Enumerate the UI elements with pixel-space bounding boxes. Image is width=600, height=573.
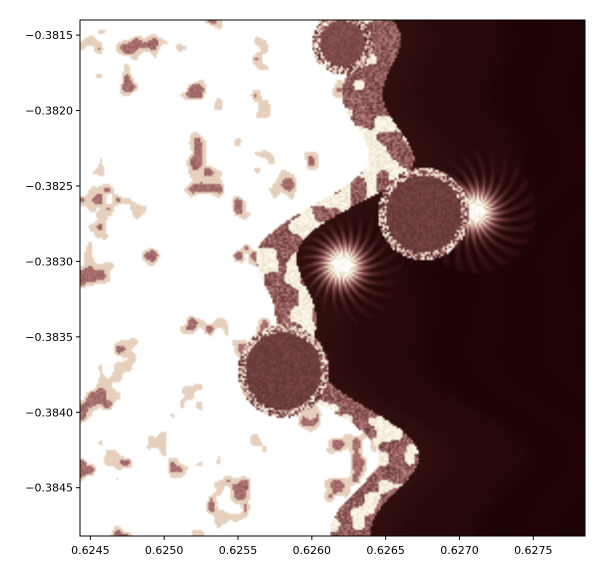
- x-tick-label: 0.6270: [440, 544, 479, 557]
- x-tick-label: 0.6250: [145, 544, 184, 557]
- plot-area: [79, 19, 586, 537]
- y-tick-label: −0.3825: [25, 180, 73, 193]
- y-tick-label: −0.3835: [25, 331, 73, 344]
- x-tick-label: 0.6255: [219, 544, 258, 557]
- y-axis: −0.3815 −0.3820 −0.3825 −0.3830 −0.3835 −0.38…: [25, 29, 80, 495]
- y-tick-label: −0.3820: [25, 105, 73, 118]
- x-tick-label: 0.6260: [293, 544, 332, 557]
- x-tick-label: 0.6245: [71, 544, 110, 557]
- y-tick-label: −0.3815: [25, 29, 73, 42]
- y-tick-label: −0.3845: [25, 482, 73, 495]
- x-tick-label: 0.6265: [366, 544, 405, 557]
- y-tick-label: −0.3830: [25, 255, 73, 268]
- x-axis: 0.6245 0.6250 0.6255 0.6260 0.6265 0.6270 0.62…: [71, 536, 553, 557]
- fractal-heatmap-image: [80, 20, 585, 536]
- x-tick-label: 0.6275: [514, 544, 553, 557]
- plot-frame: [79, 19, 586, 537]
- y-tick-label: −0.3840: [25, 406, 73, 419]
